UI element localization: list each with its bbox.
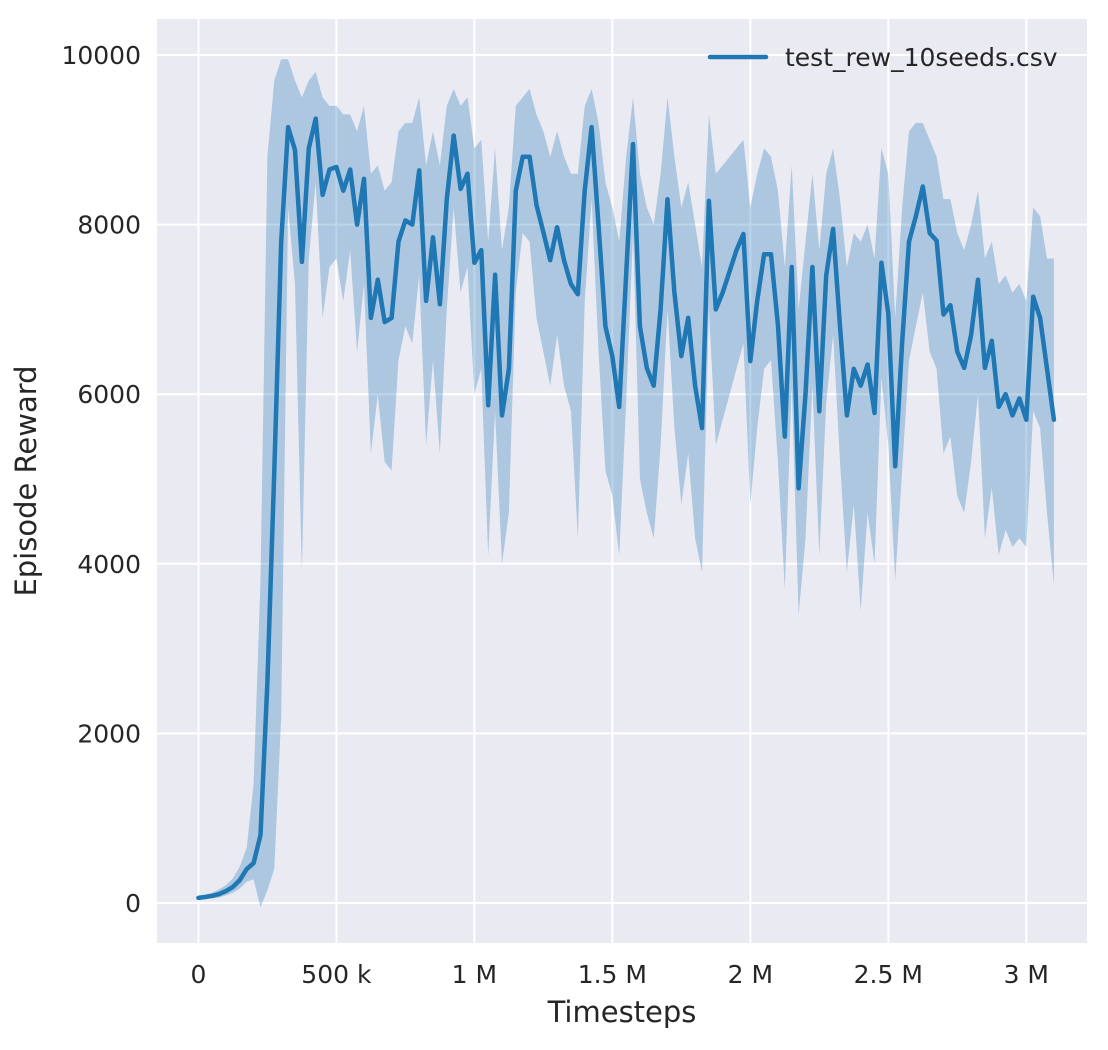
- confidence-band: [198, 59, 1054, 908]
- plot-area: [157, 19, 1087, 943]
- x-tick-label: 3 M: [1004, 960, 1049, 989]
- y-axis-label: Episode Reward: [9, 365, 43, 596]
- y-tick-label: 6000: [77, 380, 141, 409]
- y-tick-label: 4000: [77, 550, 141, 579]
- mean-line: [196, 116, 1057, 901]
- y-tick-label: 0: [125, 889, 141, 918]
- x-tick-label: 500 k: [301, 960, 372, 989]
- y-tick-label: 10000: [61, 41, 141, 70]
- x-tick-label: 0: [190, 960, 206, 989]
- x-axis-label: Timesteps: [547, 995, 697, 1029]
- x-tick-labels: 0 500 k 1 M 1.5 M 2 M 2.5 M 3 M: [190, 960, 1049, 989]
- legend: test_rew_10seeds.csv: [707, 43, 1058, 72]
- x-tick-label: 1.5 M: [578, 960, 647, 989]
- y-tick-label: 2000: [77, 719, 141, 748]
- x-tick-label: 2.5 M: [854, 960, 923, 989]
- y-tick-label: 8000: [77, 211, 141, 240]
- y-tick-labels: 0 2000 4000 6000 8000 10000: [61, 41, 141, 918]
- x-tick-label: 1 M: [452, 960, 497, 989]
- x-tick-label: 2 M: [728, 960, 773, 989]
- legend-label: test_rew_10seeds.csv: [785, 43, 1058, 72]
